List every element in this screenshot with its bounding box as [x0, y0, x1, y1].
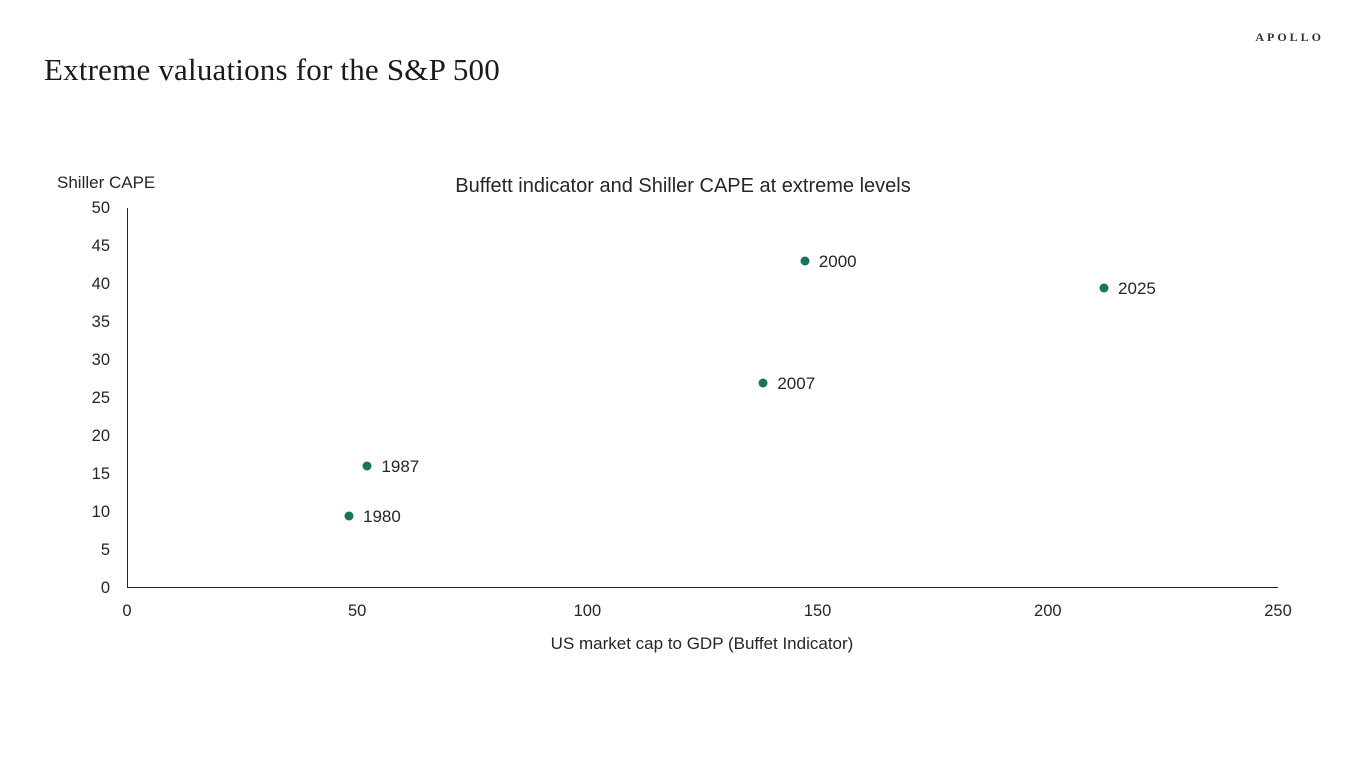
y-tick-label: 35 — [91, 313, 110, 331]
x-axis-title: US market cap to GDP (Buffet Indicator) — [550, 634, 854, 653]
y-tick-label: 25 — [91, 389, 110, 407]
x-tick-label: 100 — [573, 602, 602, 620]
y-tick-label: 5 — [100, 541, 110, 559]
data-point-label-2000: 2000 — [818, 252, 857, 272]
chart-title: Buffett indicator and Shiller CAPE at ex… — [455, 175, 911, 197]
x-tick-label: 0 — [122, 602, 132, 620]
y-axis-title: Shiller CAPE — [57, 173, 156, 192]
y-tick-label: 10 — [91, 503, 110, 521]
y-tick-label: 15 — [91, 465, 110, 483]
x-tick-label: 50 — [348, 602, 367, 620]
data-point-label-1980: 1980 — [362, 506, 401, 526]
y-tick-label: 0 — [100, 579, 110, 597]
y-tick-label: 45 — [91, 237, 110, 255]
y-tick-label: 40 — [91, 275, 110, 293]
data-point-2025 — [1099, 283, 1109, 293]
data-point-1980 — [344, 511, 354, 521]
data-point-2007 — [758, 378, 768, 388]
x-tick-label: 250 — [1264, 602, 1292, 620]
data-point-label-1987: 1987 — [381, 457, 420, 477]
x-tick-label: 200 — [1034, 602, 1062, 620]
data-point-label-2007: 2007 — [777, 373, 816, 393]
y-tick-label: 20 — [91, 427, 110, 445]
apollo-logo: APOLLO — [1255, 30, 1324, 44]
scatter-plot-area: 1980 1987 2007 2000 2025 — [127, 208, 1278, 588]
data-point-2000 — [800, 256, 810, 266]
page-title: Extreme valuations for the S&P 500 — [44, 52, 500, 87]
data-point-1987 — [362, 461, 372, 471]
data-point-label-2025: 2025 — [1118, 278, 1156, 298]
y-tick-label: 50 — [91, 199, 110, 217]
y-tick-label: 30 — [91, 351, 110, 369]
x-tick-label: 150 — [803, 602, 832, 620]
x-axis-tick-labels: 0 50 100 150 200 250 — [122, 601, 1291, 623]
y-axis-tick-labels: 0 5 10 15 20 25 30 35 40 45 50 — [62, 199, 110, 597]
